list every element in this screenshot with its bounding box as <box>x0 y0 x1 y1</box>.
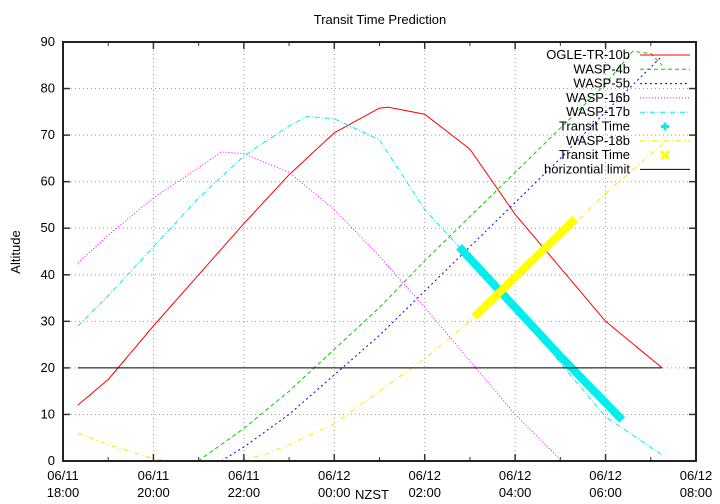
data-series <box>77 50 663 462</box>
x-tick-date: 06/12 <box>499 468 532 483</box>
chart-title: Transit Time Prediction <box>314 12 446 27</box>
y-tick-label: 30 <box>41 313 55 328</box>
series-wasp-4b <box>197 50 663 462</box>
x-tick-time: 02:00 <box>408 485 441 500</box>
y-tick-label: 80 <box>41 81 55 96</box>
x-tick-date: 06/12 <box>408 468 441 483</box>
legend-label: WASP-17b <box>566 104 630 119</box>
y-axis-label: Altitude <box>8 230 23 273</box>
legend-label: WASP-16b <box>566 90 630 105</box>
y-tick-label: 60 <box>41 174 55 189</box>
plot-frame <box>62 41 697 462</box>
series-transit-time <box>456 244 626 423</box>
legend: OGLE-TR-10bWASP-4bWASP-5bWASP-16bWASP-17… <box>544 47 690 176</box>
y-tick-label: 10 <box>41 406 55 421</box>
series-transit-time <box>471 216 579 320</box>
x-tick-time: 06:00 <box>589 485 622 500</box>
x-axis-label: NZST <box>355 487 389 502</box>
x-tick-date: 06/11 <box>138 468 170 483</box>
x-tick-date: 06/12 <box>680 468 713 483</box>
x-tick-time: 04:00 <box>499 485 532 500</box>
legend-cross-marker-icon <box>659 150 671 161</box>
legend-plus-marker-icon <box>661 122 669 131</box>
legend-label: WASP-5b <box>573 76 630 91</box>
series-wasp-18b <box>77 144 663 462</box>
legend-label: WASP-4b <box>573 61 630 76</box>
x-tick-time: 20:00 <box>137 485 170 500</box>
x-tick-date: 06/11 <box>228 468 260 483</box>
x-tick-date: 06/12 <box>589 468 622 483</box>
y-tick-label: 50 <box>41 220 55 235</box>
axes: 0 10 20 30 40 50 60 70 80 90 06/11 18:00 06/11 20:00 0… <box>41 34 713 500</box>
y-tick-label: 0 <box>48 453 55 468</box>
x-tick-time: 08:00 <box>680 485 713 500</box>
y-tick-label: 20 <box>41 360 55 375</box>
legend-label: OGLE-TR-10b <box>546 47 630 62</box>
x-tick-time: 18:00 <box>47 485 80 500</box>
series-wasp-5b <box>221 55 663 462</box>
legend-label: Transit Time <box>559 147 630 162</box>
series-wasp-16b <box>77 151 561 460</box>
y-tick-label: 40 <box>41 267 55 282</box>
x-tick-date: 06/12 <box>318 468 351 483</box>
x-tick-time: 00:00 <box>318 485 351 500</box>
x-tick-date: 06/11 <box>47 468 79 483</box>
x-tick-time: 22:00 <box>228 485 261 500</box>
y-tick-label: 70 <box>41 127 55 142</box>
legend-label: horizontial limit <box>544 161 630 176</box>
legend-label: Transit Time <box>559 119 630 134</box>
y-tick-label: 90 <box>41 34 55 49</box>
legend-label: WASP-18b <box>566 133 630 148</box>
